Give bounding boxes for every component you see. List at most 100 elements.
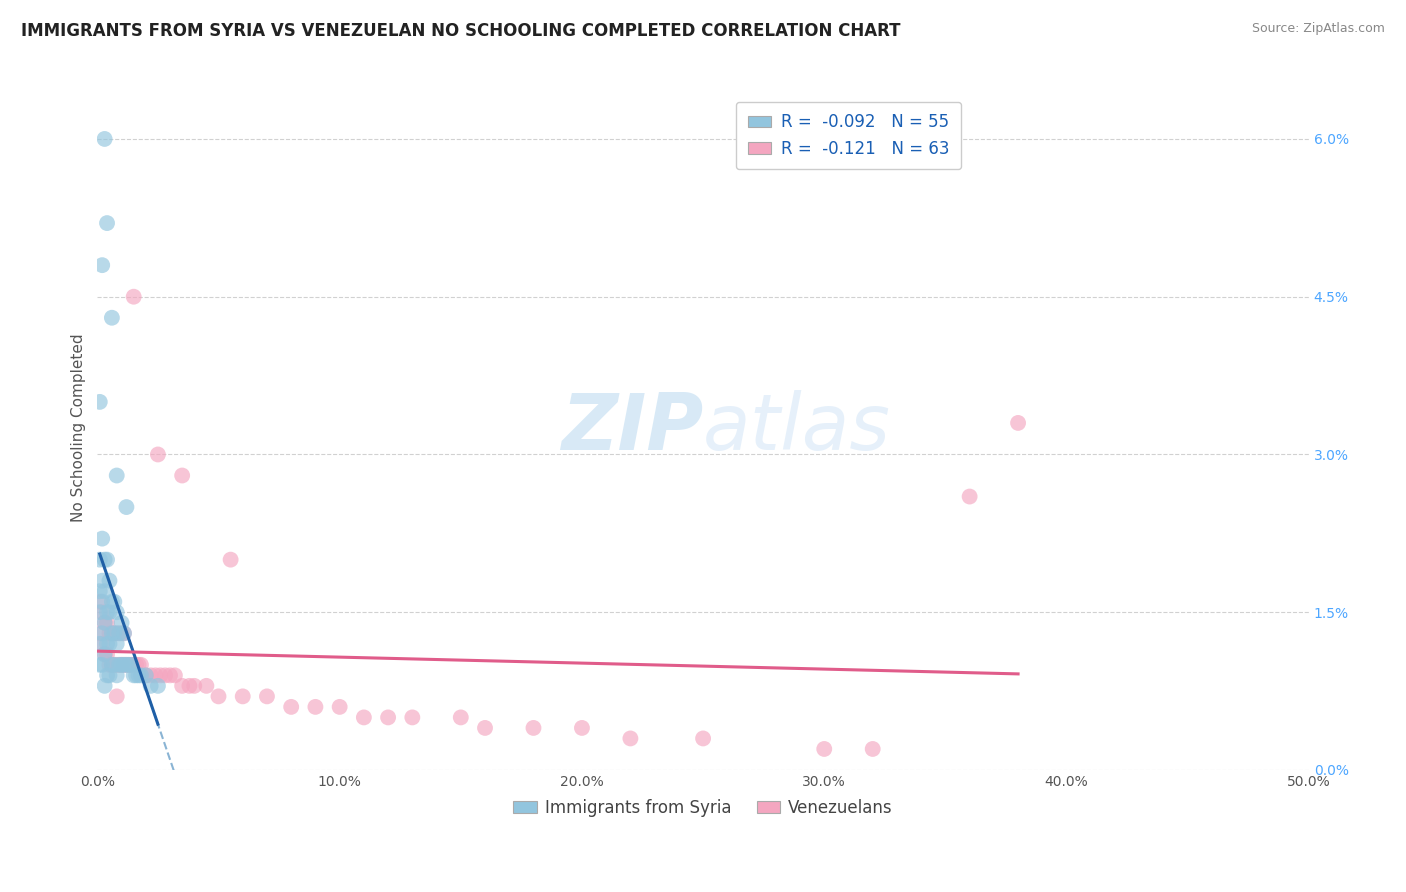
Point [91, 657, 114, 672]
Point [163, 668, 186, 682]
Text: Source: ZipAtlas.com: Source: ZipAtlas.com [1251, 22, 1385, 36]
Point [179, 679, 201, 693]
Point [115, 657, 138, 672]
Point [105, 668, 128, 682]
Text: atlas: atlas [703, 390, 891, 467]
Point [256, 690, 278, 704]
Point [98, 626, 121, 640]
Point [96, 637, 118, 651]
Point [93, 615, 115, 630]
Point [112, 626, 135, 640]
Point [98, 637, 121, 651]
Point [91, 595, 114, 609]
Legend: Immigrants from Syria, Venezuelans: Immigrants from Syria, Venezuelans [506, 792, 900, 823]
Point [98, 574, 121, 588]
Point [105, 690, 128, 704]
Point [145, 668, 167, 682]
Point [153, 668, 176, 682]
Point [172, 679, 194, 693]
Point [959, 490, 981, 504]
Point [91, 532, 114, 546]
Point [353, 710, 375, 724]
Point [103, 657, 125, 672]
Point [91, 637, 114, 651]
Point [101, 310, 124, 325]
Point [96, 552, 118, 566]
Point [129, 668, 152, 682]
Point [172, 468, 194, 483]
Point [98, 605, 121, 619]
Point [93, 648, 115, 662]
Point [232, 690, 254, 704]
Point [128, 668, 150, 682]
Point [91, 258, 114, 272]
Point [128, 657, 150, 672]
Point [89, 595, 111, 609]
Point [125, 668, 148, 682]
Point [115, 500, 138, 514]
Point [692, 731, 714, 746]
Point [122, 657, 145, 672]
Point [101, 626, 124, 640]
Point [89, 395, 111, 409]
Y-axis label: No Schooling Completed: No Schooling Completed [72, 334, 86, 523]
Point [159, 668, 181, 682]
Point [139, 668, 162, 682]
Point [280, 699, 302, 714]
Point [1007, 416, 1029, 430]
Point [122, 290, 145, 304]
Point [98, 668, 121, 682]
Point [619, 731, 641, 746]
Point [122, 668, 145, 682]
Point [129, 657, 152, 672]
Point [89, 626, 111, 640]
Point [118, 657, 141, 672]
Point [112, 657, 135, 672]
Point [91, 626, 114, 640]
Point [93, 584, 115, 599]
Point [195, 679, 218, 693]
Point [91, 574, 114, 588]
Point [98, 657, 121, 672]
Point [101, 657, 124, 672]
Point [101, 626, 124, 640]
Point [118, 657, 141, 672]
Point [207, 690, 229, 704]
Point [93, 679, 115, 693]
Point [101, 657, 124, 672]
Point [93, 615, 115, 630]
Point [89, 637, 111, 651]
Point [110, 615, 132, 630]
Point [89, 552, 111, 566]
Point [103, 626, 125, 640]
Point [120, 657, 142, 672]
Point [103, 657, 125, 672]
Point [108, 657, 131, 672]
Point [112, 626, 135, 640]
Point [110, 626, 132, 640]
Point [96, 615, 118, 630]
Point [149, 668, 172, 682]
Point [146, 447, 169, 461]
Point [96, 216, 118, 230]
Point [108, 657, 131, 672]
Point [401, 710, 423, 724]
Point [329, 699, 352, 714]
Point [183, 679, 205, 693]
Point [135, 668, 157, 682]
Point [125, 657, 148, 672]
Point [862, 742, 884, 756]
Point [105, 605, 128, 619]
Point [93, 132, 115, 146]
Point [96, 648, 118, 662]
Point [96, 668, 118, 682]
Point [89, 657, 111, 672]
Point [91, 605, 114, 619]
Point [101, 595, 124, 609]
Point [112, 657, 135, 672]
Point [110, 657, 132, 672]
Point [377, 710, 399, 724]
Point [813, 742, 835, 756]
Point [105, 657, 128, 672]
Point [450, 710, 472, 724]
